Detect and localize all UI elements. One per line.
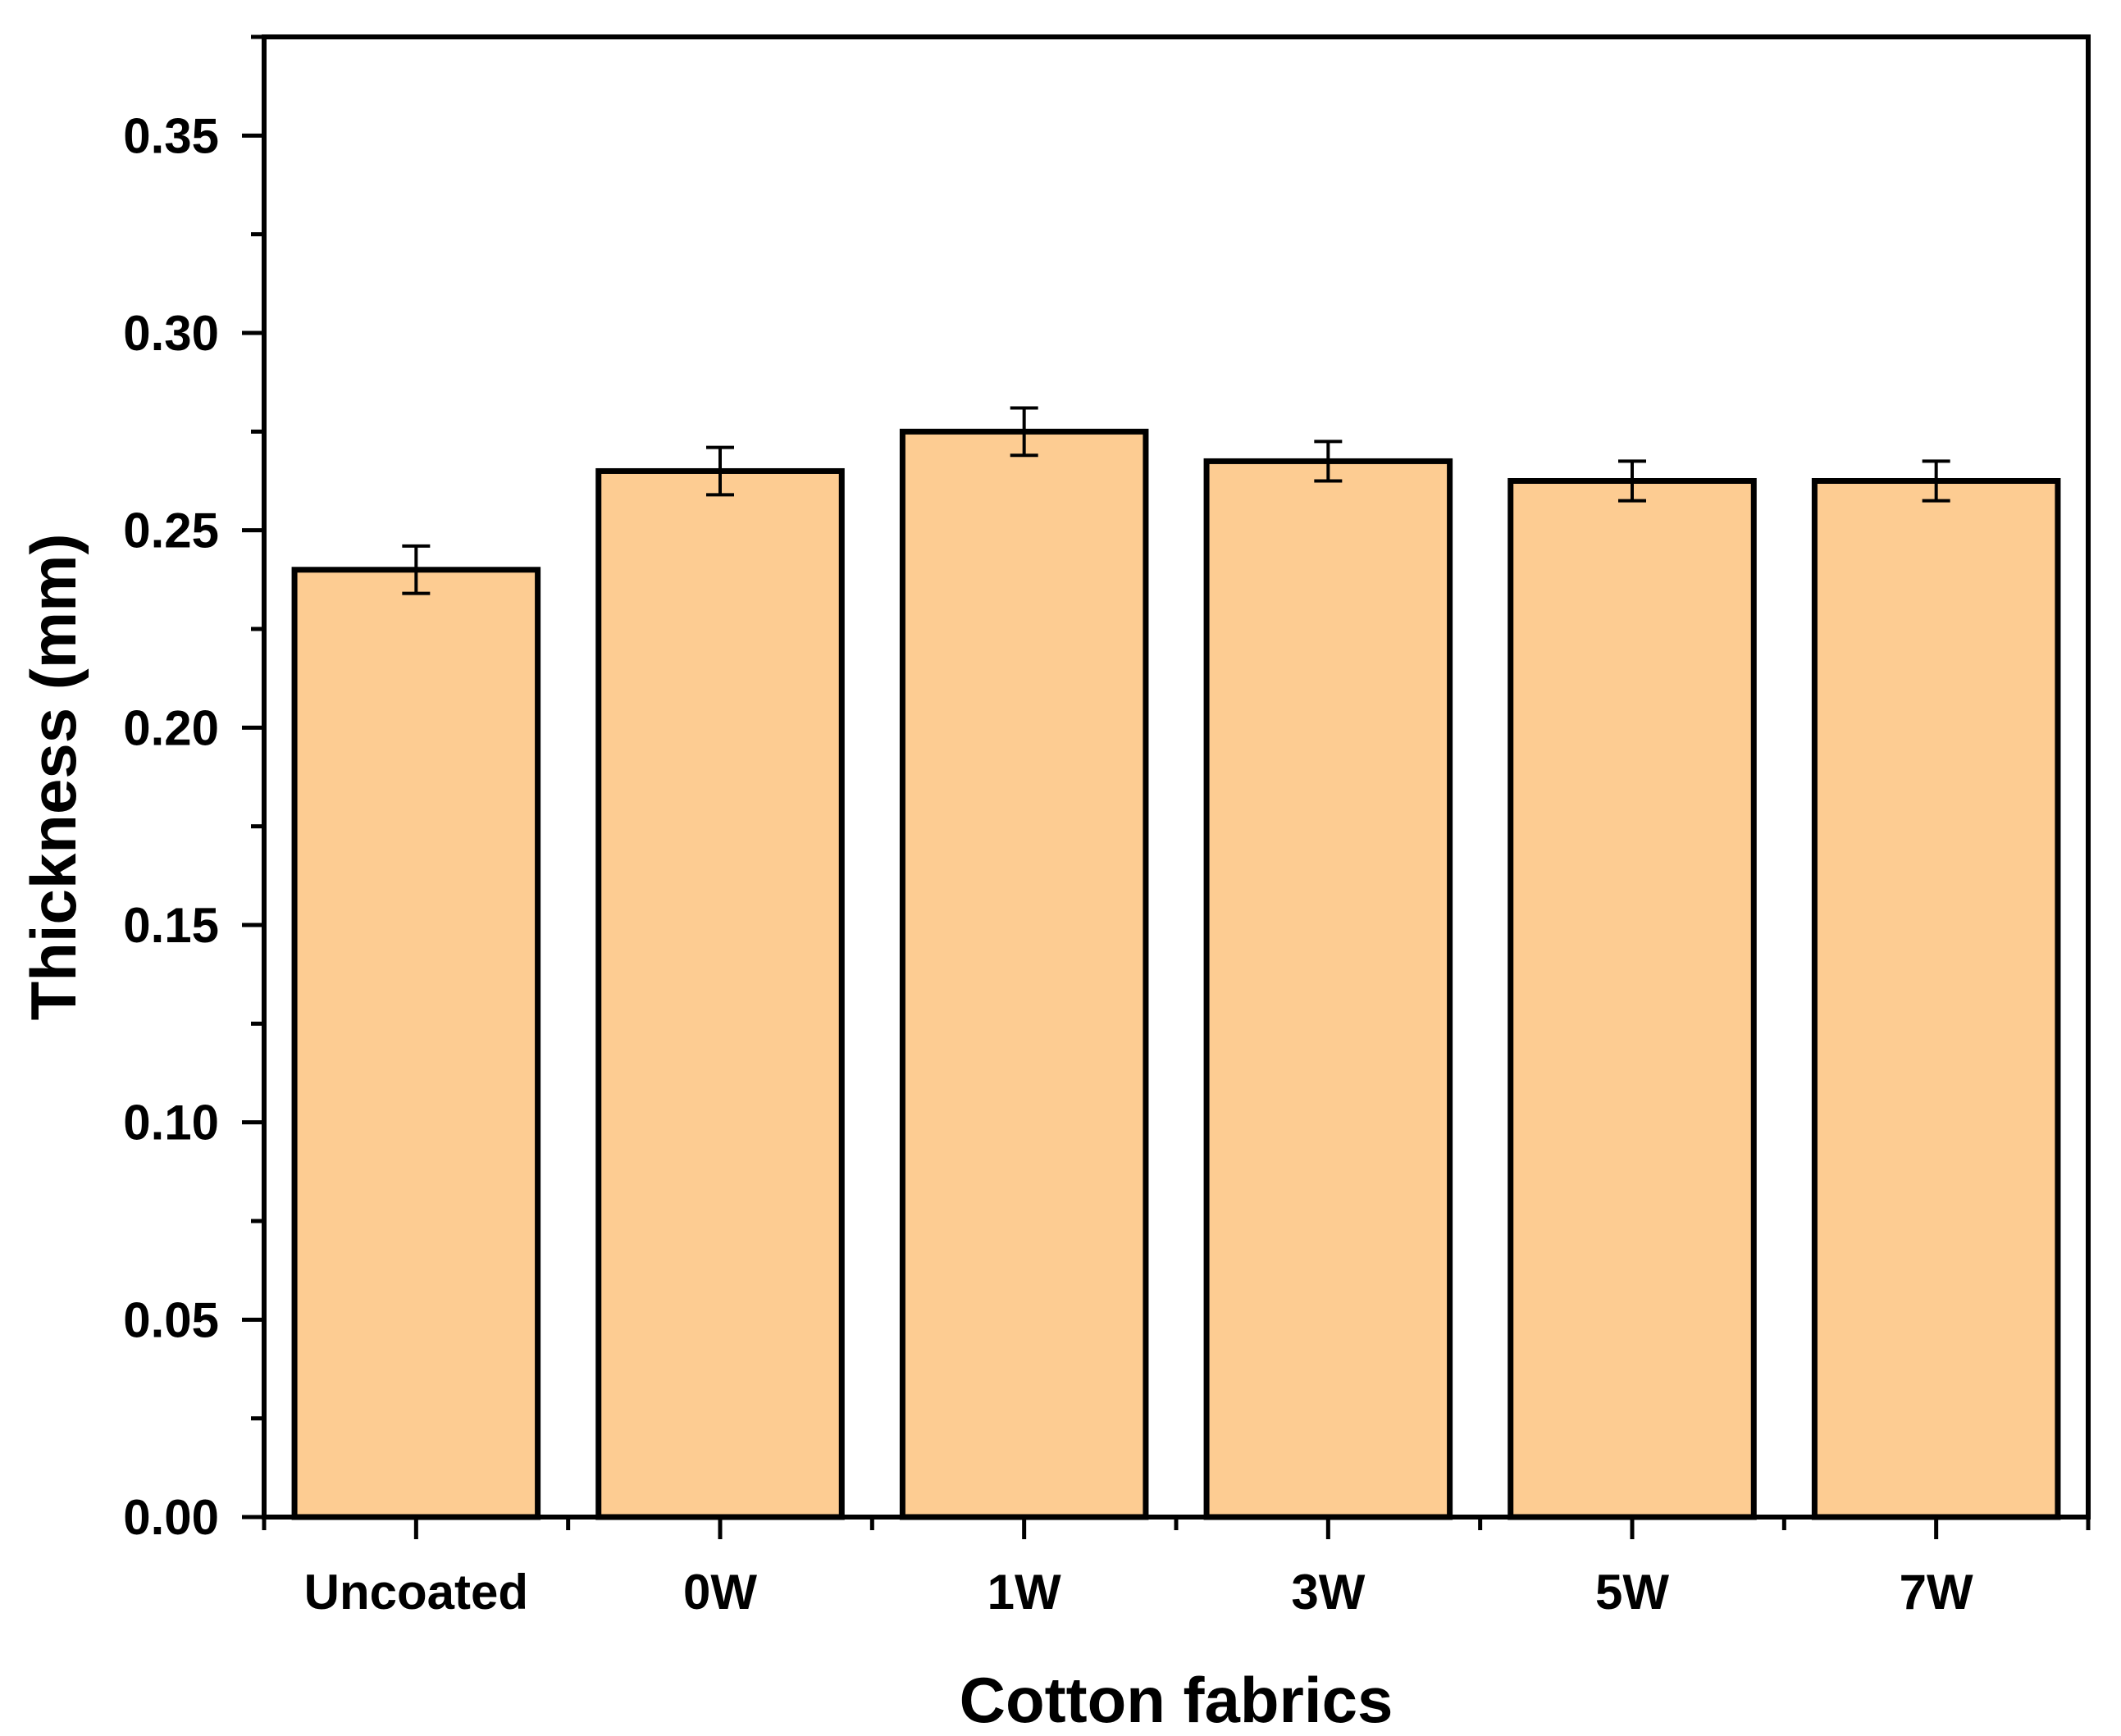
y-axis-ticks: 0.00 0.05 0.10 0.15 0.20 0.25 0.30 0.35: [123, 34, 264, 1545]
y-tick-label: 0.15: [123, 898, 219, 953]
bar-7w: [1811, 478, 2061, 1520]
x-tick-label: 3W: [1291, 1565, 1365, 1620]
error-bar-0w: [706, 445, 734, 497]
bar-uncoated: [291, 567, 541, 1520]
y-tick-label: 0.35: [123, 108, 219, 163]
x-tick-label: 0W: [683, 1565, 757, 1620]
x-tick-label: Uncoated: [304, 1565, 528, 1620]
x-tick-label: 5W: [1595, 1565, 1669, 1620]
error-bar-7w: [1922, 459, 1950, 503]
bar-3w: [1203, 458, 1453, 1520]
y-tick-label: 0.00: [123, 1490, 219, 1545]
error-bars-layer: [402, 406, 1950, 595]
error-bar-3w: [1314, 440, 1343, 483]
y-tick-label: 0.10: [123, 1096, 219, 1150]
y-tick-label: 0.30: [123, 306, 219, 361]
bar-1w: [899, 428, 1149, 1520]
error-bar-5w: [1618, 459, 1646, 503]
bar-5w: [1508, 478, 1757, 1520]
error-bar-1w: [1010, 406, 1038, 458]
x-tick-label: 7W: [1900, 1565, 1973, 1620]
y-tick-label: 0.05: [123, 1292, 219, 1347]
bars-layer: [291, 428, 2061, 1520]
y-tick-label: 0.25: [123, 503, 219, 558]
x-axis-ticks: Uncoated 0W 1W 3W 5W 7W: [262, 1517, 2091, 1620]
bar-0w: [595, 467, 845, 1520]
x-tick-label: 1W: [988, 1565, 1061, 1620]
x-axis-title: Cotton fabrics: [960, 1664, 1393, 1736]
error-bar-uncoated: [402, 544, 431, 595]
y-axis-title: Thickness (mm): [17, 534, 89, 1021]
y-tick-label: 0.20: [123, 700, 219, 755]
